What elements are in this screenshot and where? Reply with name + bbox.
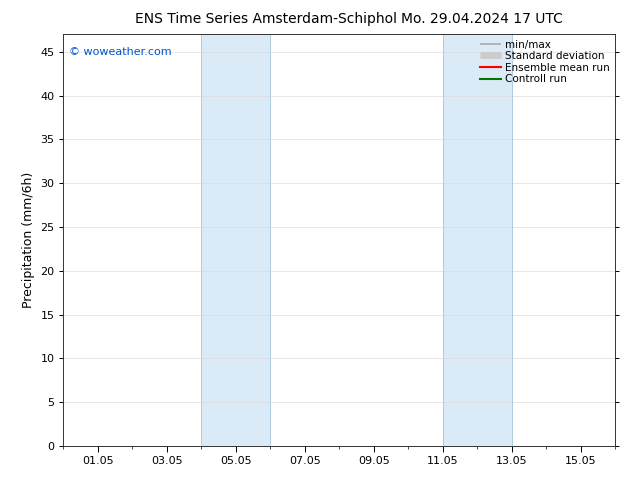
- Bar: [202, 34, 270, 446]
- Legend: min/max, Standard deviation, Ensemble mean run, Controll run: min/max, Standard deviation, Ensemble me…: [478, 37, 612, 86]
- Text: ENS Time Series Amsterdam-Schiphol: ENS Time Series Amsterdam-Schiphol: [135, 12, 398, 26]
- Y-axis label: Precipitation (mm/6h): Precipitation (mm/6h): [22, 172, 35, 308]
- Text: © woweather.com: © woweather.com: [69, 47, 172, 57]
- Bar: [443, 34, 512, 446]
- Text: Mo. 29.04.2024 17 UTC: Mo. 29.04.2024 17 UTC: [401, 12, 563, 26]
